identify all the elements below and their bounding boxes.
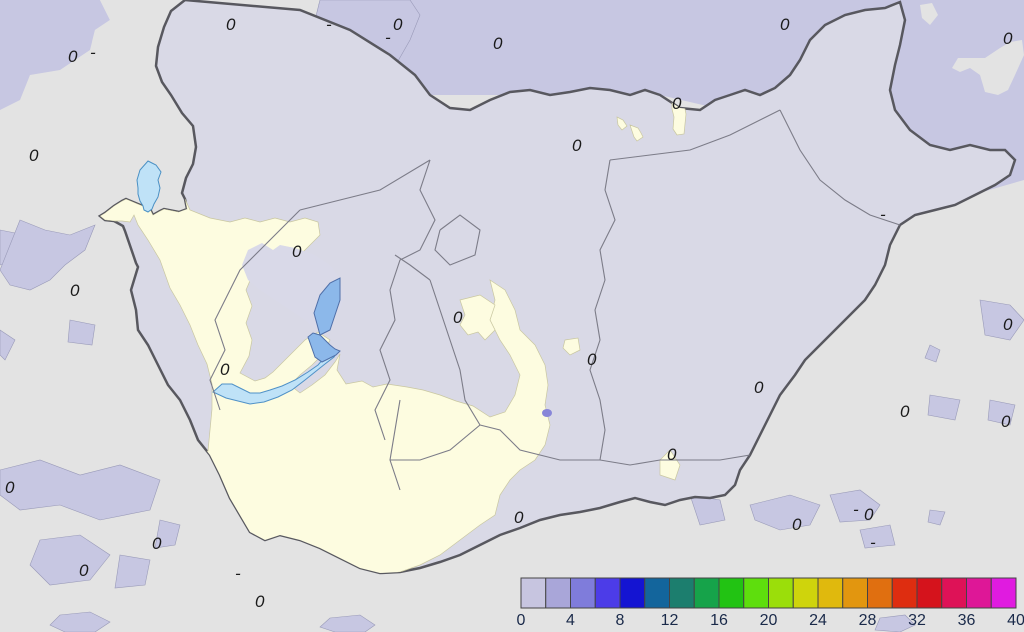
svg-text:0: 0 bbox=[1003, 29, 1013, 48]
svg-text:0: 0 bbox=[667, 445, 677, 464]
svg-text:0: 0 bbox=[79, 561, 89, 580]
svg-text:0: 0 bbox=[68, 47, 78, 66]
svg-text:32: 32 bbox=[908, 612, 926, 629]
svg-text:-: - bbox=[326, 15, 332, 34]
svg-text:-: - bbox=[90, 43, 96, 62]
svg-text:0: 0 bbox=[29, 146, 39, 165]
svg-text:12: 12 bbox=[661, 612, 679, 629]
svg-text:0: 0 bbox=[255, 592, 265, 611]
svg-text:0: 0 bbox=[1001, 412, 1011, 431]
svg-text:0: 0 bbox=[152, 534, 162, 553]
svg-text:0: 0 bbox=[864, 505, 874, 524]
svg-text:0: 0 bbox=[514, 508, 524, 527]
svg-text:0: 0 bbox=[453, 308, 463, 327]
svg-text:0: 0 bbox=[5, 478, 15, 497]
svg-text:0: 0 bbox=[792, 515, 802, 534]
svg-text:0: 0 bbox=[587, 350, 597, 369]
svg-text:-: - bbox=[880, 205, 886, 224]
svg-text:0: 0 bbox=[517, 612, 526, 629]
svg-text:28: 28 bbox=[859, 612, 877, 629]
svg-text:0: 0 bbox=[672, 94, 682, 113]
svg-text:0: 0 bbox=[220, 360, 230, 379]
svg-text:0: 0 bbox=[226, 15, 236, 34]
svg-text:20: 20 bbox=[760, 612, 778, 629]
svg-text:0: 0 bbox=[780, 15, 790, 34]
svg-text:16: 16 bbox=[710, 612, 728, 629]
svg-text:0: 0 bbox=[393, 15, 403, 34]
svg-text:0: 0 bbox=[572, 136, 582, 155]
svg-text:-: - bbox=[870, 533, 876, 552]
svg-text:0: 0 bbox=[1003, 315, 1013, 334]
svg-text:8: 8 bbox=[616, 612, 625, 629]
svg-text:0: 0 bbox=[754, 378, 764, 397]
svg-text:0: 0 bbox=[292, 242, 302, 261]
svg-text:0: 0 bbox=[900, 402, 910, 421]
svg-text:-: - bbox=[235, 564, 241, 583]
svg-text:40: 40 bbox=[1007, 612, 1024, 629]
svg-text:36: 36 bbox=[958, 612, 976, 629]
svg-text:-: - bbox=[385, 28, 391, 47]
svg-text:0: 0 bbox=[70, 281, 80, 300]
svg-text:0: 0 bbox=[493, 34, 503, 53]
svg-text:24: 24 bbox=[809, 612, 827, 629]
svg-text:4: 4 bbox=[566, 612, 575, 629]
svg-text:-: - bbox=[853, 500, 859, 519]
